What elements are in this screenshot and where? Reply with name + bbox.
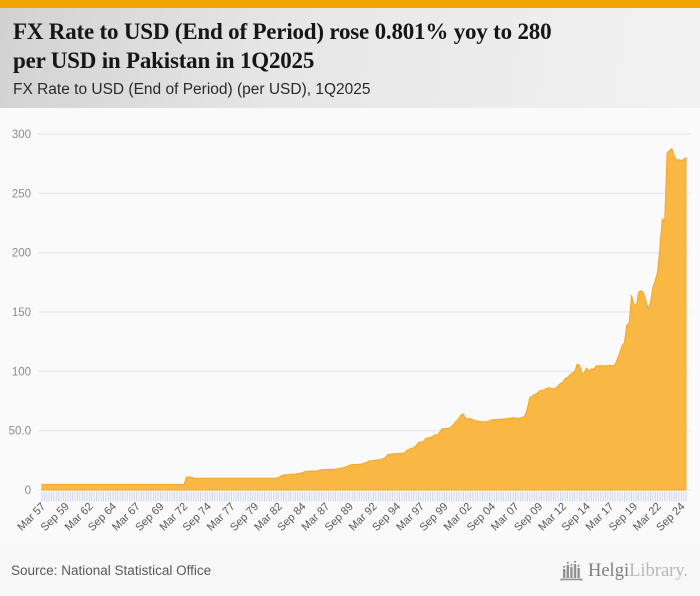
- x-axis-tick-marks: [41, 491, 687, 502]
- fx-rate-area-series: [41, 148, 687, 491]
- helgi-logo-icon: [559, 560, 583, 581]
- y-axis-tick-label: 0: [25, 485, 31, 497]
- chart-subtitle: FX Rate to USD (End of Period) (per USD)…: [13, 81, 371, 98]
- top-accent-bar: [0, 0, 700, 8]
- y-axis-tick-label: 200: [12, 248, 31, 260]
- y-axis-tick-label: 150: [12, 307, 31, 319]
- logo-text-library: Library.: [629, 561, 688, 581]
- logo-text: HelgiLibrary.: [588, 561, 688, 581]
- title-line-2: per USD in Pakistan in 1Q2025: [13, 48, 315, 73]
- title-line-1: FX Rate to USD (End of Period) rose 0.80…: [13, 19, 552, 44]
- y-axis-tick-label: 300: [12, 129, 31, 141]
- y-axis-tick-label: 100: [12, 366, 31, 378]
- page-title: FX Rate to USD (End of Period) rose 0.80…: [13, 17, 690, 75]
- y-axis-tick-label: 250: [12, 188, 31, 200]
- helgi-library-logo[interactable]: HelgiLibrary.: [559, 560, 688, 581]
- source-label: Source: National Statistical Office: [11, 563, 212, 578]
- header: FX Rate to USD (End of Period) rose 0.80…: [0, 8, 700, 108]
- footer: Source: National Statistical Office: [0, 545, 700, 596]
- logo-text-helgi: Helgi: [587, 561, 630, 581]
- y-axis-tick-label: 50.0: [9, 426, 31, 438]
